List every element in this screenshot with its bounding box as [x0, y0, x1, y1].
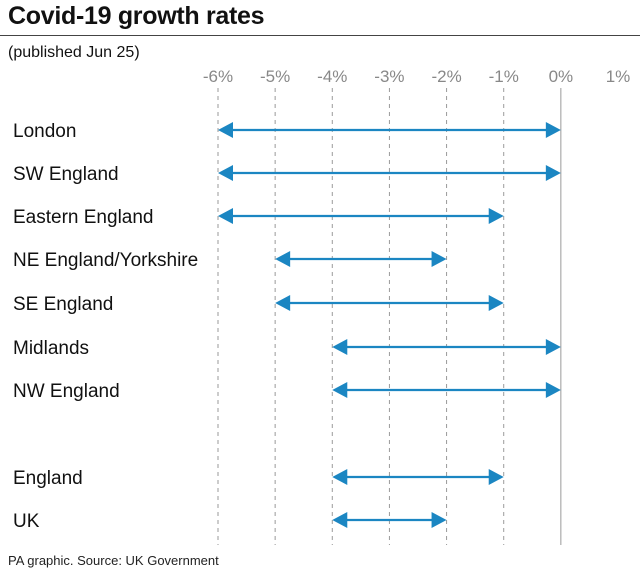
row-label: Eastern England — [13, 207, 154, 228]
x-tick-label: -3% — [374, 67, 404, 86]
range-arrow-head-right — [488, 208, 504, 224]
range-arrow-head-left — [218, 122, 233, 138]
title-divider — [0, 35, 640, 36]
range-arrow — [218, 208, 504, 224]
row-label: UK — [13, 511, 40, 532]
range-arrow-head-right — [545, 339, 561, 355]
range-arrow-head-left — [275, 295, 291, 311]
row-label: SW England — [13, 164, 119, 185]
x-tick-label: -2% — [431, 67, 461, 86]
x-tick-label: 0% — [549, 67, 574, 86]
range-arrow-head-right — [488, 295, 504, 311]
range-arrows — [218, 122, 561, 528]
range-arrow-head-left — [332, 382, 348, 398]
x-tick-label: -1% — [489, 67, 519, 86]
range-arrow-head-right — [431, 512, 447, 528]
row-label: Midlands — [13, 338, 89, 359]
x-tick-label: 1% — [606, 67, 631, 86]
range-arrow-head-left — [275, 251, 291, 267]
range-arrow — [275, 295, 504, 311]
range-arrow — [275, 251, 447, 267]
row-label: NW England — [13, 381, 120, 402]
range-arrow-head-right — [431, 251, 447, 267]
range-arrow-head-right — [545, 382, 561, 398]
chart-subtitle: (published Jun 25) — [8, 44, 140, 61]
range-arrow-head-right — [488, 469, 504, 485]
row-label: London — [13, 121, 76, 142]
range-arrow — [332, 382, 561, 398]
row-label: SE England — [13, 294, 113, 315]
range-arrow — [332, 512, 447, 528]
x-tick-label: -6% — [203, 67, 233, 86]
range-arrow-head-left — [332, 339, 348, 355]
range-arrow-head-left — [332, 512, 348, 528]
x-tick-label: -4% — [317, 67, 347, 86]
row-label: England — [13, 468, 83, 489]
row-labels: London SW England Eastern England NE Englan… — [13, 121, 198, 532]
range-chart: -6% -5% -4% -3% -2% -1% 0% 1% London SW England E… — [13, 67, 630, 545]
x-axis-ticks: -6% -5% -4% -3% -2% -1% 0% 1% — [203, 67, 630, 86]
range-arrow-head-left — [332, 469, 348, 485]
range-arrow-head-left — [218, 165, 233, 181]
range-arrow-head-right — [545, 165, 561, 181]
range-arrow — [218, 122, 561, 138]
source-note: PA graphic. Source: UK Government — [8, 553, 219, 568]
range-arrow — [332, 469, 504, 485]
range-arrow-head-left — [218, 208, 233, 224]
range-arrow — [218, 165, 561, 181]
gridlines — [217, 88, 562, 545]
range-arrow — [332, 339, 561, 355]
chart-title: Covid-19 growth rates — [8, 2, 265, 30]
x-tick-label: -5% — [260, 67, 290, 86]
range-arrow-head-right — [545, 122, 561, 138]
row-label: NE England/Yorkshire — [13, 250, 198, 271]
